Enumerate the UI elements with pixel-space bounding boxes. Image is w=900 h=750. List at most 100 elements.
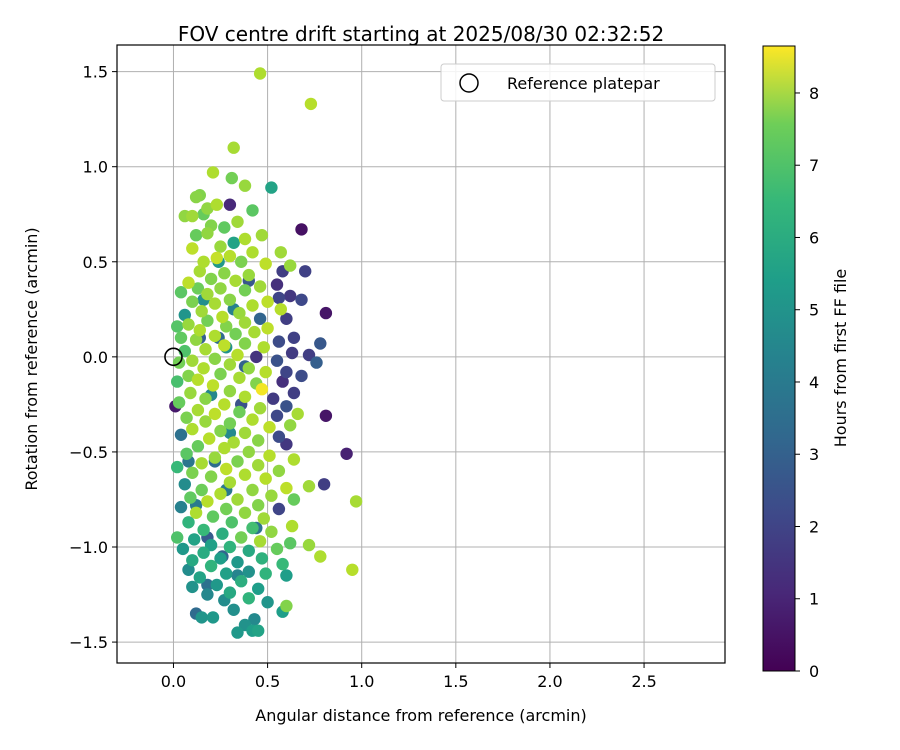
data-point xyxy=(197,362,210,375)
data-point xyxy=(195,483,208,497)
data-point xyxy=(261,596,274,609)
data-point xyxy=(242,445,255,459)
data-point xyxy=(229,274,242,287)
data-point xyxy=(250,350,263,364)
data-point xyxy=(280,481,293,495)
data-point xyxy=(204,272,218,286)
data-point xyxy=(223,249,237,263)
data-point xyxy=(295,223,308,236)
data-point xyxy=(267,392,280,405)
data-point xyxy=(235,575,248,588)
data-point xyxy=(171,375,184,388)
x-axis-ticks: 0.0 0.5 1.0 1.5 2.0 2.5 xyxy=(161,663,657,691)
data-point xyxy=(319,306,333,320)
x-tick-label: 2.0 xyxy=(537,672,562,691)
data-point xyxy=(227,603,240,616)
data-point xyxy=(259,257,272,270)
data-point xyxy=(208,451,222,464)
data-point xyxy=(284,537,297,550)
data-point xyxy=(242,565,255,578)
data-point xyxy=(223,586,237,599)
data-point xyxy=(252,434,265,447)
data-point xyxy=(223,358,237,371)
data-point xyxy=(214,240,227,253)
data-point xyxy=(227,236,240,249)
data-point xyxy=(180,447,193,460)
data-point xyxy=(191,403,205,417)
colorbar xyxy=(762,45,796,672)
data-point xyxy=(280,438,293,451)
data-point xyxy=(261,322,274,335)
data-point xyxy=(295,369,308,383)
y-tick-label: −1.0 xyxy=(69,538,108,557)
data-point xyxy=(302,538,316,552)
data-point xyxy=(265,525,278,538)
data-point xyxy=(231,556,244,569)
data-point xyxy=(201,314,214,327)
data-point xyxy=(189,333,203,346)
data-point xyxy=(223,293,237,306)
data-point xyxy=(238,337,252,350)
data-point xyxy=(223,198,237,211)
colorbar-tick-label: 1 xyxy=(809,590,819,609)
y-tick-label: 1.5 xyxy=(83,63,108,82)
data-point xyxy=(223,417,237,430)
data-point xyxy=(285,346,299,360)
data-point xyxy=(182,516,195,529)
data-point xyxy=(242,592,255,605)
data-point xyxy=(208,407,222,421)
data-point xyxy=(171,531,184,544)
legend-box xyxy=(440,63,716,102)
data-point xyxy=(204,559,218,573)
data-point xyxy=(285,519,299,533)
data-point xyxy=(218,441,231,455)
data-point xyxy=(280,599,293,613)
data-point xyxy=(174,331,188,344)
data-point xyxy=(257,512,270,525)
colorbar-tick-label: 3 xyxy=(809,445,819,464)
data-point xyxy=(257,341,270,354)
y-tick-label: 1.0 xyxy=(83,158,108,177)
data-point xyxy=(246,521,259,535)
data-point xyxy=(246,299,259,312)
x-axis-label: Angular distance from reference (arcmin) xyxy=(255,706,586,725)
data-point xyxy=(218,398,231,411)
data-point xyxy=(299,265,312,278)
data-point xyxy=(233,306,246,320)
data-point xyxy=(235,255,248,268)
data-point xyxy=(238,179,252,192)
data-point xyxy=(214,487,227,500)
data-point xyxy=(231,626,244,639)
data-point xyxy=(238,506,252,519)
data-point xyxy=(253,280,267,293)
x-tick-label: 2.5 xyxy=(631,672,656,691)
colorbar-tick-label: 7 xyxy=(809,156,819,175)
x-tick-label: 1.0 xyxy=(349,672,374,691)
data-point xyxy=(284,289,297,303)
data-point xyxy=(255,383,269,396)
chart-title: FOV centre drift starting at 2025/08/30 … xyxy=(178,22,664,46)
data-point xyxy=(195,457,208,470)
data-point xyxy=(259,472,272,485)
data-point xyxy=(210,251,223,265)
data-point xyxy=(223,384,237,398)
x-tick-label: 0.0 xyxy=(161,672,186,691)
data-point xyxy=(218,339,231,352)
data-point xyxy=(186,242,199,255)
data-point xyxy=(201,578,214,592)
data-point xyxy=(253,312,267,325)
data-point xyxy=(276,375,289,388)
data-point xyxy=(206,166,220,179)
y-tick-label: 0.5 xyxy=(83,253,108,272)
data-point xyxy=(246,204,259,217)
data-point xyxy=(272,464,286,478)
data-point xyxy=(208,297,222,310)
data-point xyxy=(204,470,218,483)
data-point xyxy=(174,286,188,299)
data-point xyxy=(182,369,195,383)
data-point xyxy=(231,493,244,506)
data-point xyxy=(242,362,255,375)
data-point xyxy=(206,611,220,624)
colorbar-tick-label: 6 xyxy=(809,228,819,247)
data-point xyxy=(225,171,238,185)
